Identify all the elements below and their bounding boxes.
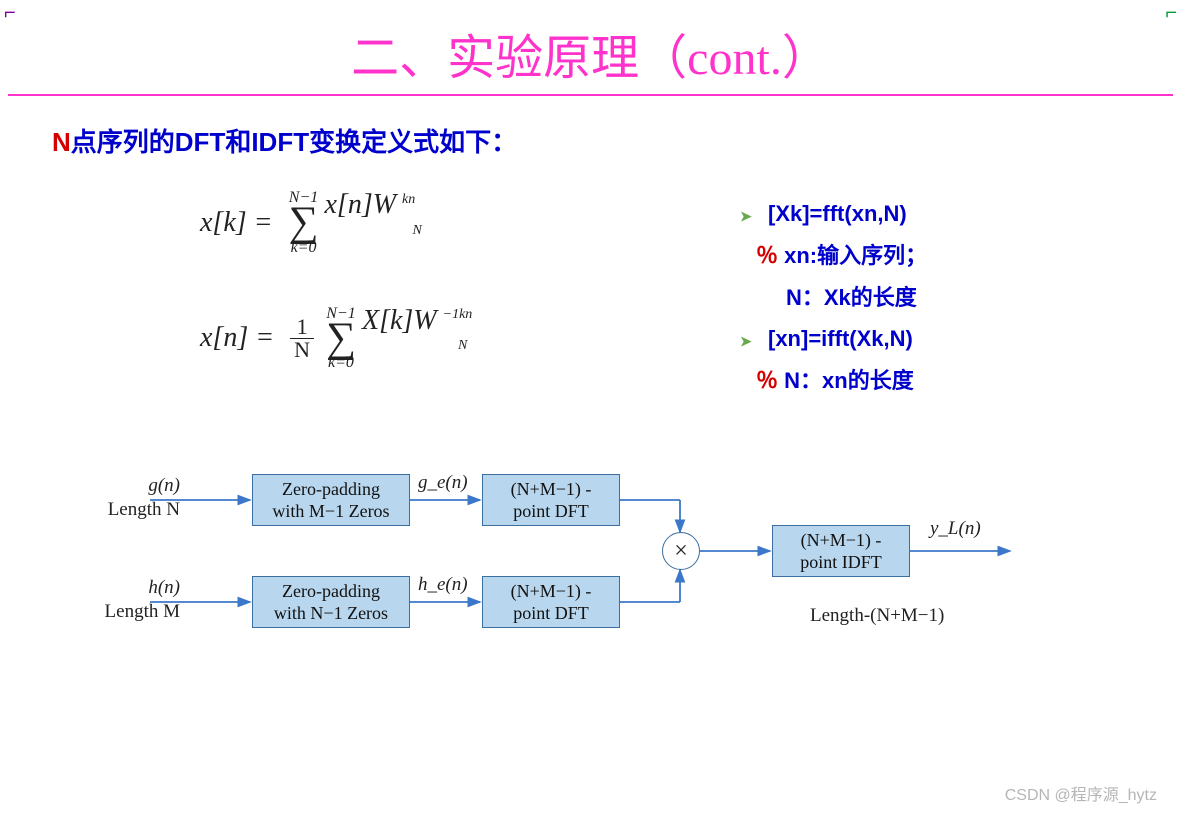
input-h-sig: h(n) — [148, 577, 180, 598]
watermark: CSDN @程序源_hytz — [1005, 781, 1157, 805]
zp1-line1: Zero-padding — [257, 478, 405, 501]
idft-body-text: X[k]W — [362, 305, 437, 336]
dft-lhs: x[k] = — [200, 207, 273, 239]
idft-frac: 1 N — [290, 316, 314, 361]
note-ifft-text: [xn]=ifft(Xk,N) — [768, 326, 913, 351]
dft1-line2: point DFT — [487, 500, 615, 523]
formula-idft: x[n] = 1 N N−1 ∑ k=0 X[k]W −1kn N — [200, 305, 710, 373]
subheading: N点序列的DFT和IDFT变换定义式如下： — [52, 122, 1181, 159]
dft2-line1: (N+M−1) - — [487, 580, 615, 603]
dft-sup: kn — [402, 192, 415, 207]
multiplier-node: × — [662, 532, 700, 570]
input-g-len: Length N — [108, 499, 180, 520]
bullet-icon: ➤ — [740, 203, 754, 230]
idft-body: X[k]W −1kn N — [362, 305, 472, 373]
note-ifft: ➤ [xn]=ifft(Xk,N) — [710, 318, 1181, 360]
idft-sum: N−1 ∑ k=0 — [326, 306, 356, 372]
input-g-label: g(n) Length N — [70, 474, 180, 522]
signal-ge-label: g_e(n) — [418, 472, 468, 494]
dft1-line1: (N+M−1) - — [487, 478, 615, 501]
formula-dft: x[k] = N−1 ∑ k=0 x[n]W kn N — [200, 189, 710, 257]
note-n-xn: ％ N：xn的长度 — [710, 360, 1181, 402]
box-zeropad-h: Zero-padding with N−1 Zeros — [252, 576, 410, 628]
idft-frac-num: 1 — [293, 316, 312, 338]
sigma-icon: ∑ — [289, 206, 319, 240]
notes-column: ➤ [Xk]=fft(xn,N) ％ xn:输入序列； N：Xk的长度 ➤ [xn]… — [710, 189, 1181, 420]
idft-frac-den: N — [290, 339, 314, 361]
note-n-xk: N：Xk的长度 — [710, 277, 1181, 319]
dft-sum: N−1 ∑ k=0 — [289, 190, 319, 256]
dft-sub: N — [413, 223, 422, 238]
box-idft: (N+M−1) - point IDFT — [772, 525, 910, 577]
note-n-xn-text: N：xn的长度 — [778, 368, 914, 393]
idft-line2: point IDFT — [777, 551, 905, 574]
idft-line1: (N+M−1) - — [777, 529, 905, 552]
content-row: x[k] = N−1 ∑ k=0 x[n]Wkn N x[n] = 1 N N−… — [0, 189, 1181, 420]
zp2-line2: with N−1 Zeros — [257, 602, 405, 625]
output-length-label: Length-(N+M−1) — [810, 604, 1030, 628]
percent-icon: ％ — [756, 368, 778, 393]
note-xn-desc: ％ xn:输入序列； — [710, 235, 1181, 277]
signal-he-label: h_e(n) — [418, 574, 468, 596]
block-diagram: g(n) Length N h(n) Length M Zero-padding… — [110, 456, 1050, 646]
formula-column: x[k] = N−1 ∑ k=0 x[n]Wkn N x[n] = 1 N N−… — [0, 189, 710, 420]
dft-body: x[n]Wkn N — [325, 189, 416, 257]
box-dft-h: (N+M−1) - point DFT — [482, 576, 620, 628]
input-h-len: Length M — [105, 601, 180, 622]
box-zeropad-g: Zero-padding with M−1 Zeros — [252, 474, 410, 526]
corner-mark-tl: ⌐ — [4, 2, 16, 25]
idft-sup: −1kn — [443, 307, 473, 322]
bullet-icon: ➤ — [740, 328, 754, 355]
note-xn-text: xn:输入序列； — [778, 243, 927, 268]
input-h-label: h(n) Length M — [70, 576, 180, 624]
percent-icon: ％ — [756, 243, 778, 268]
idft-lhs: x[n] = — [200, 322, 274, 354]
zp2-line1: Zero-padding — [257, 580, 405, 603]
corner-mark-tr: ⌐ — [1165, 2, 1177, 25]
subheading-n: N — [52, 127, 71, 157]
note-fft-text: [Xk]=fft(xn,N) — [768, 201, 907, 226]
dft-body-text: x[n]W — [325, 189, 397, 220]
idft-sum-lower: k=0 — [328, 355, 354, 371]
dft2-line2: point DFT — [487, 602, 615, 625]
title-underline — [8, 94, 1173, 96]
subheading-rest: 点序列的DFT和IDFT变换定义式如下： — [71, 127, 517, 157]
box-dft-g: (N+M−1) - point DFT — [482, 474, 620, 526]
output-yl-label: y_L(n) — [930, 518, 981, 540]
sigma-icon: ∑ — [326, 322, 356, 356]
input-g-sig: g(n) — [148, 475, 180, 496]
note-fft: ➤ [Xk]=fft(xn,N) — [710, 193, 1181, 235]
zp1-line2: with M−1 Zeros — [257, 500, 405, 523]
idft-sub: N — [458, 338, 467, 353]
slide-title: 二、实验原理（cont.） — [0, 0, 1181, 94]
dft-sum-lower: k=0 — [291, 240, 317, 256]
